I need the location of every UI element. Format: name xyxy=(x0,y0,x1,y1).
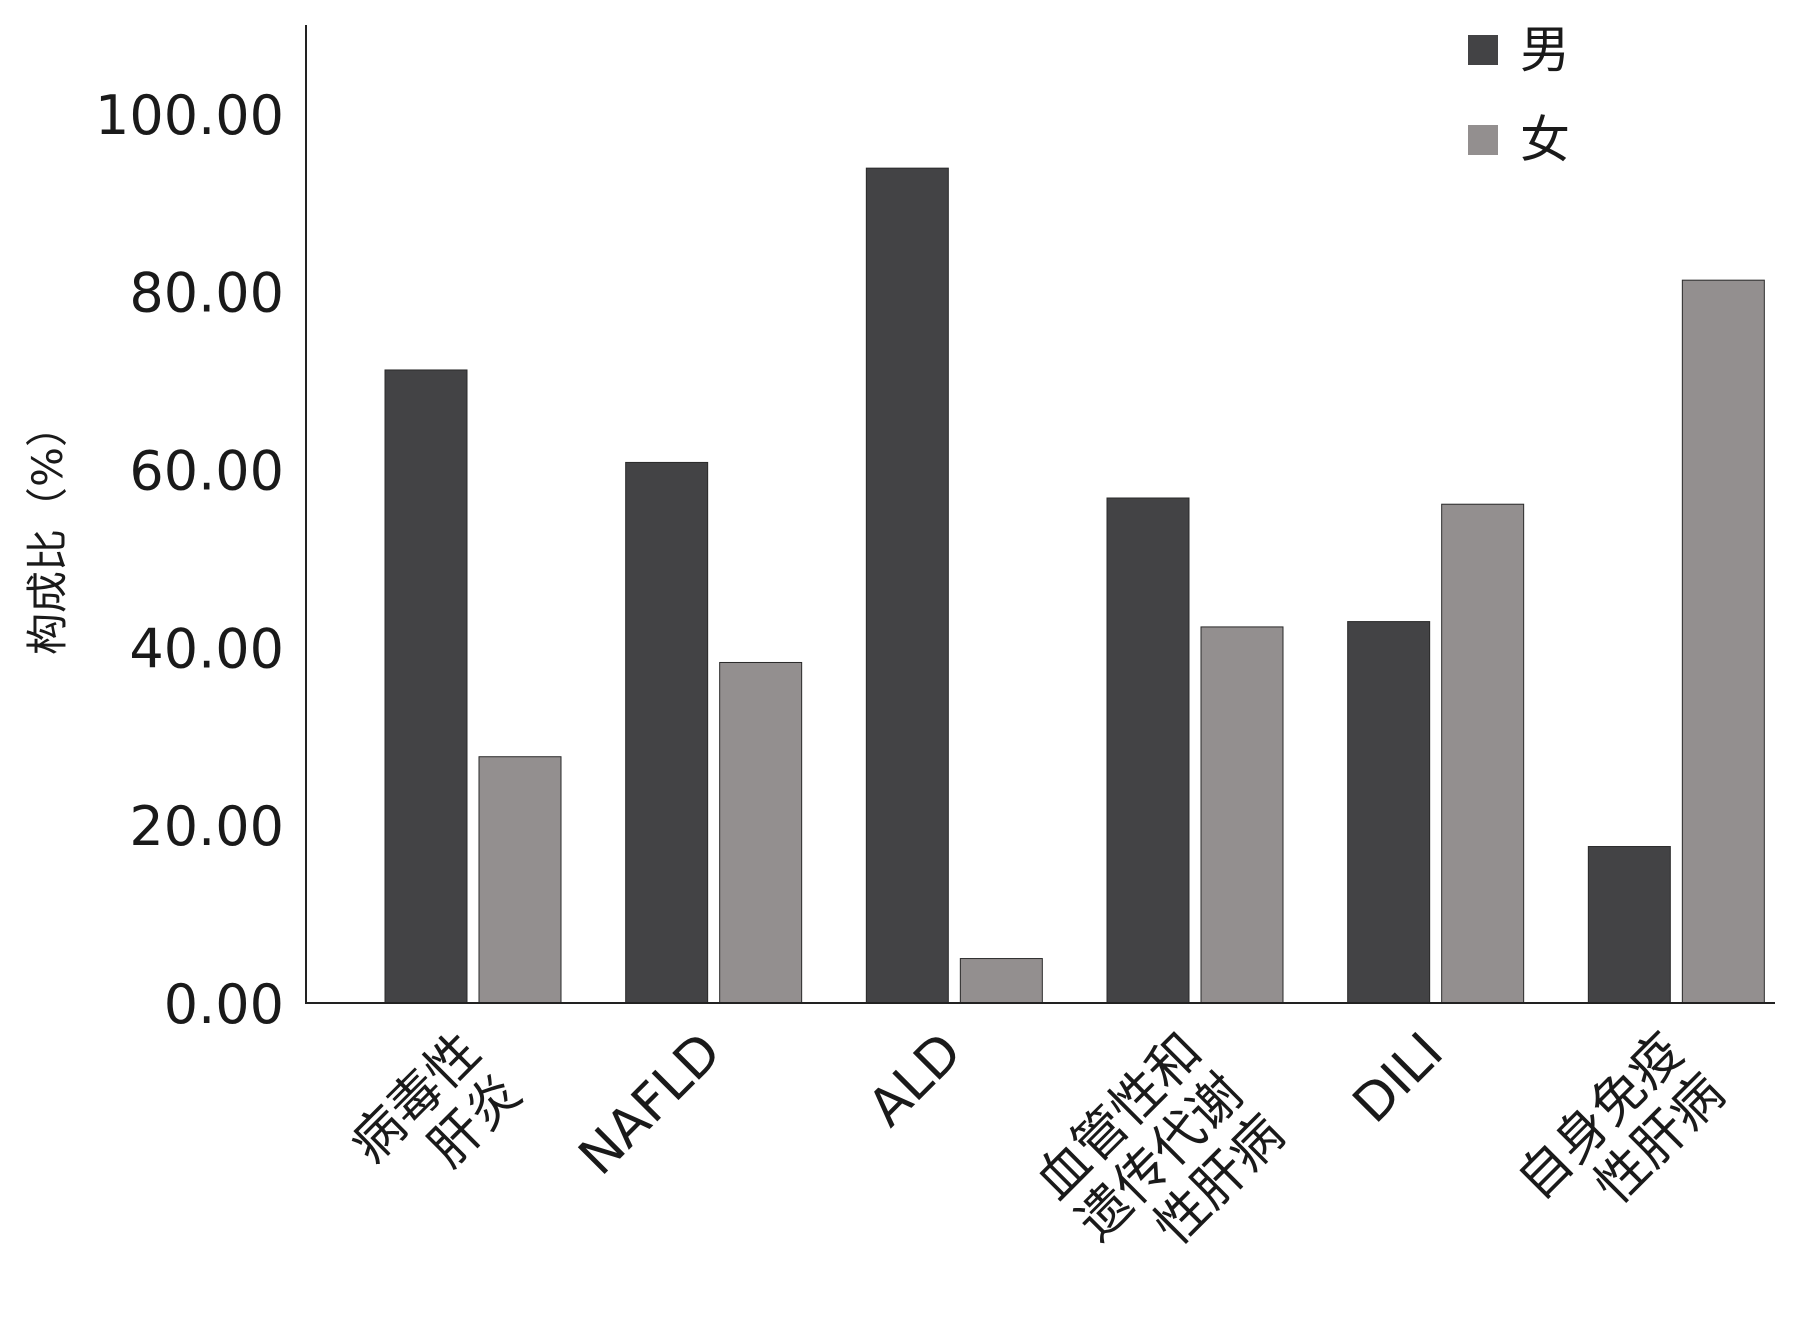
legend-label: 女 xyxy=(1520,111,1570,169)
bar-male xyxy=(1106,497,1190,1004)
bar-male xyxy=(625,461,709,1004)
bars xyxy=(384,167,1765,1004)
bar-male xyxy=(1347,621,1431,1004)
y-axis-label: 构成比（%） xyxy=(23,405,72,655)
y-tick-label: 60.00 xyxy=(129,440,284,503)
axes xyxy=(305,25,1775,1004)
bar-male xyxy=(384,369,468,1004)
bar-female xyxy=(959,958,1043,1004)
y-axis-label-group: 构成比（%） xyxy=(23,405,72,655)
legend: 男女 xyxy=(1468,21,1570,169)
bar-female xyxy=(1200,626,1284,1004)
bar-male xyxy=(1587,846,1671,1004)
bar-female xyxy=(478,756,562,1004)
bar-male xyxy=(865,167,949,1004)
x-tick-label-line: DILI xyxy=(1342,1022,1455,1135)
bar-female xyxy=(719,661,803,1004)
legend-swatch xyxy=(1468,35,1498,65)
y-tick-label: 40.00 xyxy=(129,617,284,680)
x-tick-label: ALD xyxy=(857,1022,973,1138)
y-tick-label: 80.00 xyxy=(129,262,284,325)
bar-female xyxy=(1681,279,1765,1004)
y-axis-ticks: 0.00 20.00 40.00 60.00 80.00 100.00 xyxy=(95,84,284,1036)
legend-swatch xyxy=(1468,125,1498,155)
x-tick-label-line: ALD xyxy=(857,1022,973,1138)
y-tick-label: 20.00 xyxy=(129,795,284,858)
x-tick-label: DILI xyxy=(1342,1022,1455,1135)
x-tick-label: NAFLD xyxy=(568,1022,733,1187)
bar-female xyxy=(1441,503,1525,1004)
legend-label: 男 xyxy=(1520,21,1570,79)
y-tick-label: 100.00 xyxy=(95,84,284,147)
x-tick-label-line: NAFLD xyxy=(568,1022,733,1187)
y-tick-label: 0.00 xyxy=(164,973,284,1036)
